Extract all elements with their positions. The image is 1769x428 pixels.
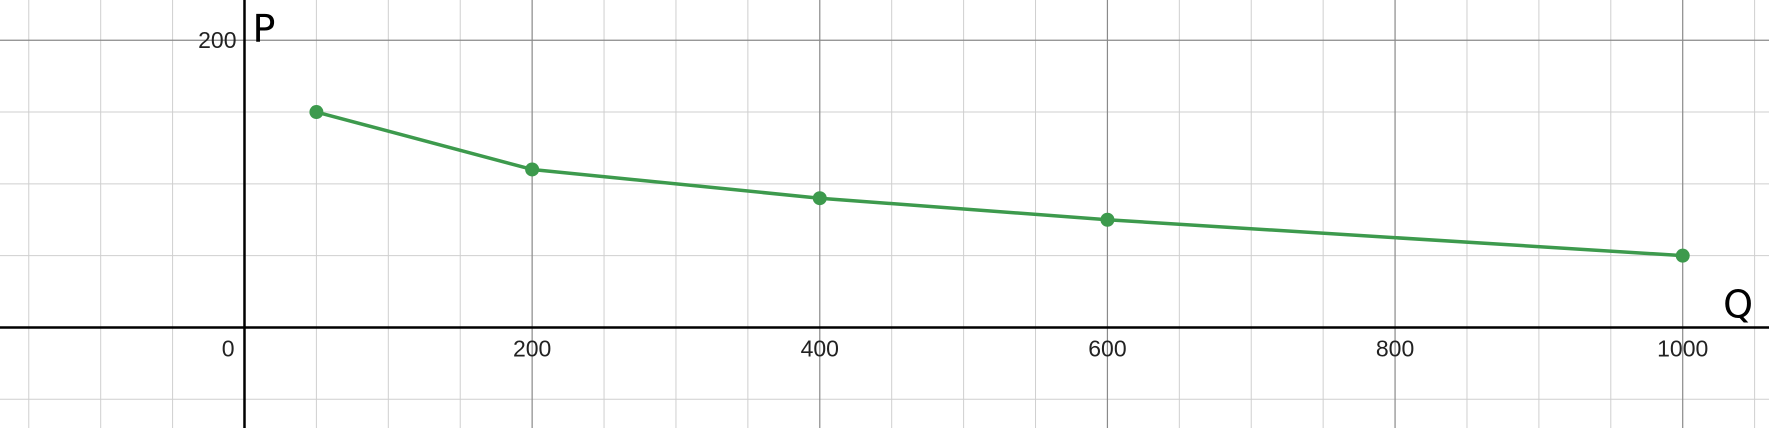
tick-labels: 200 400 600 800 1000 200 <box>198 27 1708 361</box>
origin-label: 0 <box>222 335 235 361</box>
y-axis-title: P <box>252 7 275 51</box>
data-point <box>1100 212 1115 227</box>
x-tick-label: 200 <box>513 335 551 361</box>
data-point <box>525 162 540 177</box>
x-tick-label: 1000 <box>1657 335 1708 361</box>
data-point <box>309 105 324 120</box>
x-axis-title: Q <box>1723 282 1753 326</box>
data-point <box>1675 248 1690 263</box>
y-tick-label: 200 <box>198 27 236 53</box>
series-layer <box>309 105 1690 263</box>
x-tick-label: 600 <box>1088 335 1126 361</box>
data-point <box>812 191 827 206</box>
x-tick-label: 400 <box>801 335 839 361</box>
x-tick-label: 800 <box>1376 335 1414 361</box>
